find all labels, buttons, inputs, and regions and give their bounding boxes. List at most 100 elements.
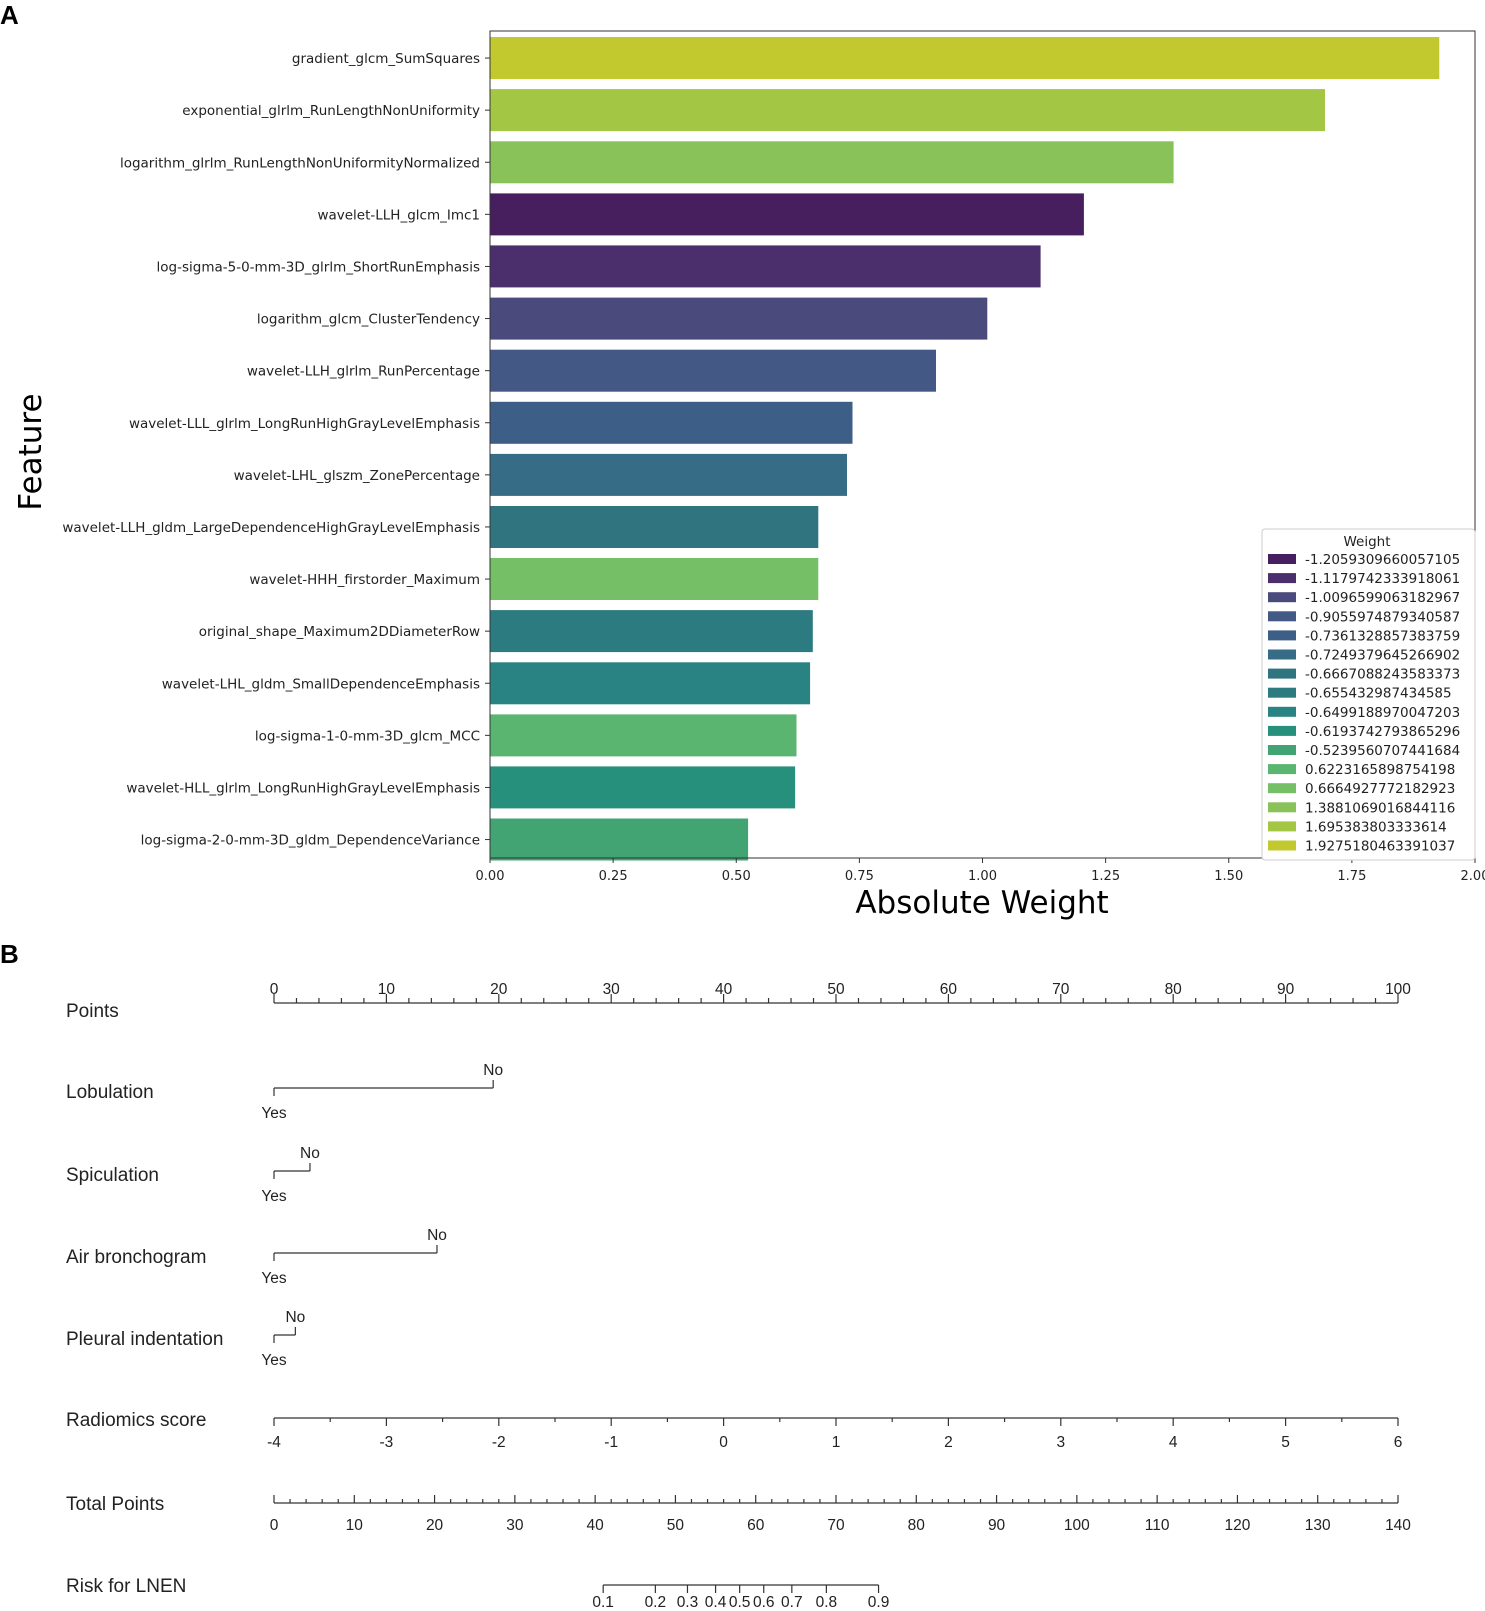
legend-swatch (1268, 649, 1296, 660)
risk-tick-label: 0.5 (729, 1594, 751, 1611)
total-points-tick-label: 100 (1064, 1517, 1090, 1534)
bar (490, 558, 819, 600)
bar (490, 89, 1325, 132)
variable-label: Pleural indentation (66, 1329, 223, 1350)
radiomics-tick-label: 0 (719, 1434, 728, 1451)
y-tick-label: wavelet-LLH_gldm_LargeDependenceHighGray… (62, 520, 480, 536)
legend-swatch (1268, 783, 1296, 794)
risk-tick-label: 0.6 (753, 1594, 775, 1611)
radiomics-tick-label: -2 (492, 1434, 506, 1451)
bar (490, 37, 1440, 79)
total-points-tick-label: 50 (667, 1517, 685, 1534)
risk-tick-label: 0.8 (816, 1594, 838, 1611)
legend-swatch (1268, 668, 1296, 679)
bar (490, 245, 1041, 288)
legend-swatch (1268, 802, 1296, 813)
radiomics-tick-label: 6 (1394, 1434, 1403, 1451)
total-points-tick-label: 130 (1305, 1517, 1331, 1534)
level-label-yes: Yes (261, 1270, 287, 1287)
variable-label: Air bronchogram (66, 1247, 206, 1268)
legend-label: 0.6223165898754198 (1305, 762, 1455, 778)
y-tick-label: log-sigma-2-0-mm-3D_gldm_DependenceVaria… (141, 833, 480, 849)
points-tick-label: 100 (1385, 981, 1411, 998)
variable-label: Lobulation (66, 1082, 154, 1103)
risk-tick-label: 0.2 (645, 1594, 667, 1611)
level-label-yes: Yes (261, 1188, 287, 1205)
radiomics-tick-label: -1 (604, 1434, 618, 1451)
risk-tick-label: 0.1 (592, 1594, 614, 1611)
total-points-tick-label: 90 (988, 1517, 1006, 1534)
legend-swatch (1268, 611, 1296, 622)
total-points-tick-label: 10 (346, 1517, 364, 1534)
x-tick-label: 0.00 (476, 869, 505, 884)
y-tick-label: gradient_glcm_SumSquares (292, 51, 480, 67)
bar (490, 610, 813, 653)
total-points-tick-label: 140 (1385, 1517, 1411, 1534)
legend-label: -1.2059309660057105 (1305, 552, 1460, 568)
bar (490, 818, 749, 861)
legend-swatch (1268, 554, 1296, 564)
risk-row-label: Risk for LNEN (66, 1576, 186, 1597)
y-axis-title: Feature (13, 393, 49, 510)
y-tick-label: original_shape_Maximum2DDiameterRow (199, 624, 480, 640)
points-tick-label: 90 (1277, 981, 1295, 998)
legend-label: -0.6499188970047203 (1305, 705, 1460, 721)
legend-label: -0.6193742793865296 (1305, 724, 1460, 740)
bar (490, 662, 811, 705)
total-points-tick-label: 40 (587, 1517, 605, 1534)
legend-swatch (1268, 840, 1296, 851)
x-tick-label: 1.75 (1337, 869, 1366, 884)
points-tick-label: 80 (1165, 981, 1183, 998)
risk-tick-label: 0.9 (868, 1594, 890, 1611)
x-axis-ticks: 0.00 0.25 0.50 0.75 1.00 1.25 1.50 1.75 2.00 (476, 858, 1485, 884)
x-tick-label: 1.25 (1091, 869, 1120, 884)
x-tick-label: 0.25 (599, 869, 628, 884)
points-tick-label: 40 (715, 981, 733, 998)
y-tick-label: logarithm_glcm_ClusterTendency (257, 312, 480, 328)
level-label-no: No (285, 1309, 305, 1326)
y-tick-label: wavelet-LLH_glcm_Imc1 (317, 207, 480, 223)
points-tick-label: 10 (378, 981, 396, 998)
bar (490, 453, 847, 496)
y-tick-label: wavelet-LLL_glrlm_LongRunHighGrayLevelEm… (129, 416, 480, 432)
y-tick-label: logarithm_glrlm_RunLengthNonUniformityNo… (120, 155, 480, 171)
bar (490, 506, 819, 548)
total-points-tick-label: 30 (506, 1517, 524, 1534)
total-points-tick-label: 0 (270, 1517, 279, 1534)
points-tick-label: 0 (270, 981, 279, 998)
feature-labels: gradient_glcm_SumSquares exponential_glrl… (62, 51, 490, 849)
bar (490, 297, 988, 340)
x-tick-label: 0.75 (845, 869, 874, 884)
legend-swatch (1268, 687, 1296, 698)
legend-swatch (1268, 573, 1296, 584)
legend-label: -0.5239560707441684 (1305, 743, 1460, 759)
total-points-tick-label: 110 (1145, 1517, 1170, 1534)
radiomics-tick-label: -3 (380, 1434, 394, 1451)
y-tick-label: log-sigma-1-0-mm-3D_glcm_MCC (255, 728, 480, 744)
bar (490, 141, 1174, 184)
x-axis-title: Absolute Weight (855, 885, 1108, 921)
bar (490, 766, 796, 809)
level-label-yes: Yes (261, 1352, 287, 1369)
legend-label: -0.6667088243583373 (1305, 667, 1460, 683)
total-points-tick-label: 20 (426, 1517, 444, 1534)
radiomics-tick-label: 3 (1056, 1434, 1065, 1451)
panel-b-letter: B (0, 939, 19, 969)
legend-swatch (1268, 764, 1296, 775)
points-tick-label: 60 (940, 981, 958, 998)
radiomics-tick-label: 5 (1281, 1434, 1290, 1451)
level-label-no: No (483, 1062, 503, 1079)
panel-a-bar-chart: gradient_glcm_SumSquares exponential_glrl… (13, 30, 1485, 921)
legend-label: -0.7249379645266902 (1305, 648, 1460, 664)
legend-label: -1.1179742333918061 (1305, 571, 1460, 587)
total-points-tick-label: 60 (747, 1517, 765, 1534)
x-tick-label: 0.50 (722, 869, 751, 884)
bar (490, 401, 853, 444)
points-tick-label: 50 (827, 981, 845, 998)
y-tick-label: wavelet-LHL_gldm_SmallDependenceEmphasis (162, 676, 480, 692)
radiomics-tick-label: 2 (944, 1434, 953, 1451)
total-points-row-label: Total Points (66, 1494, 164, 1515)
legend-label: -1.0096599063182967 (1305, 590, 1460, 606)
bar (490, 714, 797, 757)
